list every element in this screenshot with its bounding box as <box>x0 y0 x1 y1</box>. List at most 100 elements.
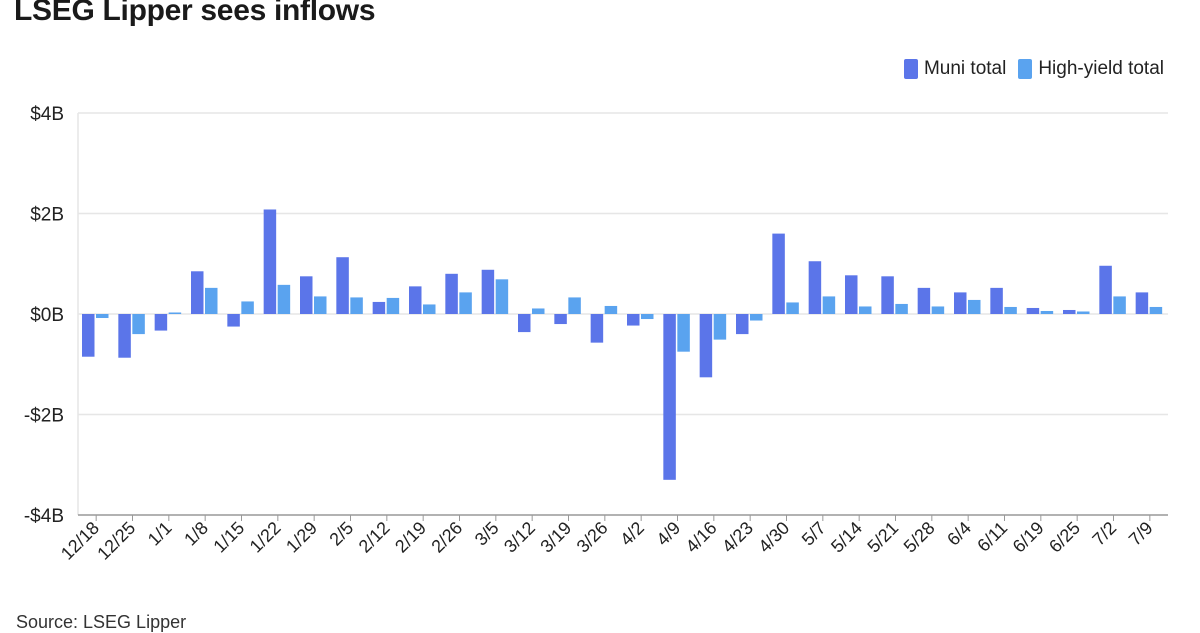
x-tick-label: 5/7 <box>798 518 830 550</box>
bar-high-yield-total <box>96 314 109 319</box>
bar-muni-total <box>1099 265 1112 314</box>
bar-muni-total <box>300 276 313 314</box>
bar-high-yield-total <box>495 279 509 314</box>
bar-muni-total <box>1063 309 1076 314</box>
x-tick-label: 3/12 <box>500 518 539 557</box>
x-tick-label: 6/19 <box>1009 518 1048 557</box>
bar-muni-total <box>736 314 749 335</box>
bar-high-yield-total <box>713 314 727 340</box>
y-tick-label: -$4B <box>24 506 64 527</box>
x-tick-label: 5/28 <box>900 518 939 557</box>
x-tick-label: 1/1 <box>144 518 176 550</box>
bar-muni-total <box>227 314 240 327</box>
bar-muni-total <box>954 292 967 314</box>
x-tick-label: 1/29 <box>282 518 321 557</box>
bars <box>82 209 1163 480</box>
bar-muni-total <box>118 314 131 358</box>
x-tick-label: 2/19 <box>391 518 430 557</box>
bar-high-yield-total <box>786 302 799 314</box>
y-tick-label: $2B <box>30 205 64 226</box>
y-tick-label: $4B <box>30 104 64 125</box>
bar-muni-total <box>263 209 277 314</box>
bar-high-yield-total <box>859 306 872 314</box>
bar-muni-total <box>481 269 495 314</box>
bar-muni-total <box>154 314 168 331</box>
x-tick-label: 6/4 <box>943 518 975 550</box>
y-axis: $4B $2B $0B -$2B -$4B <box>24 104 79 527</box>
x-tick-label: 6/25 <box>1045 518 1084 557</box>
x-tick-label: 3/26 <box>573 518 612 557</box>
legend-item-high-yield: High-yield total <box>1018 58 1164 80</box>
x-tick-label: 1/8 <box>180 518 212 550</box>
bar-high-yield-total <box>168 312 182 314</box>
bar-muni-total <box>772 233 785 314</box>
bar-muni-total <box>627 314 640 326</box>
bar-high-yield-total <box>459 292 472 314</box>
bar-high-yield-total <box>241 301 254 314</box>
x-tick-label: 2/5 <box>325 518 357 550</box>
x-tick-label: 1/22 <box>246 518 285 557</box>
bar-high-yield-total <box>1004 306 1017 314</box>
x-tick-label: 4/16 <box>682 518 721 557</box>
bar-muni-total <box>845 275 858 314</box>
bar-high-yield-total <box>277 284 291 314</box>
x-tick-label: 4/23 <box>718 518 757 557</box>
bar-high-yield-total <box>895 303 908 314</box>
y-tick-label: -$2B <box>24 406 64 427</box>
x-tick-label: 4/30 <box>754 518 793 557</box>
bar-muni-total <box>191 271 204 314</box>
legend-label-high-yield: High-yield total <box>1038 58 1164 79</box>
bar-muni-total <box>1135 292 1149 314</box>
bar-high-yield-total <box>423 304 436 314</box>
bar-high-yield-total <box>1040 310 1054 314</box>
x-tick-label: 7/9 <box>1125 518 1157 550</box>
bar-muni-total <box>917 287 931 314</box>
bar-muni-total <box>372 301 386 314</box>
source-note: Source: LSEG Lipper <box>16 612 187 632</box>
legend-swatch-muni <box>903 59 918 79</box>
bar-muni-total <box>808 261 822 314</box>
bar-high-yield-total <box>750 314 763 321</box>
y-tick-label: $0B <box>30 305 64 326</box>
x-tick-label: 3/5 <box>471 518 503 550</box>
legend-label-muni: Muni total <box>923 58 1007 79</box>
x-tick-label: 2/12 <box>355 518 394 557</box>
x-tick-label: 4/9 <box>652 518 684 550</box>
bar-muni-total <box>881 276 894 314</box>
x-tick-label: 4/2 <box>616 518 648 550</box>
bar-muni-total <box>82 314 95 357</box>
bar-muni-total <box>445 273 458 314</box>
bar-high-yield-total <box>350 297 363 314</box>
x-tick-label: 7/2 <box>1088 518 1120 550</box>
bar-muni-total <box>590 314 604 343</box>
bar-high-yield-total <box>205 287 218 314</box>
legend-item-muni: Muni total <box>903 58 1007 80</box>
bar-high-yield-total <box>132 314 145 335</box>
bar-muni-total <box>554 314 567 325</box>
bar-high-yield-total <box>568 297 581 314</box>
bar-high-yield-total <box>314 296 327 314</box>
bar-muni-total <box>663 314 676 480</box>
bar-high-yield-total <box>604 305 618 314</box>
bar-high-yield-total <box>677 314 690 352</box>
bar-high-yield-total <box>386 297 400 314</box>
bar-muni-total <box>409 286 422 314</box>
x-tick-label: 12/25 <box>93 518 139 564</box>
gridlines <box>78 112 1168 416</box>
bar-muni-total <box>518 314 531 333</box>
bar-muni-total <box>699 314 713 378</box>
x-tick-label: 5/14 <box>827 518 866 557</box>
bar-high-yield-total <box>1149 306 1163 314</box>
bar-high-yield-total <box>968 299 981 314</box>
x-tick-label: 3/19 <box>536 518 575 557</box>
bar-high-yield-total <box>641 314 654 320</box>
chart-title: LSEG Lipper sees inflows <box>14 0 376 27</box>
bar-high-yield-total <box>1113 296 1126 314</box>
x-tick-label: 5/21 <box>863 518 902 557</box>
legend-swatch-high-yield <box>1018 59 1033 79</box>
bar-high-yield-total <box>931 306 945 314</box>
x-tick-label: 1/15 <box>209 518 248 557</box>
bar-muni-total <box>1026 307 1040 314</box>
